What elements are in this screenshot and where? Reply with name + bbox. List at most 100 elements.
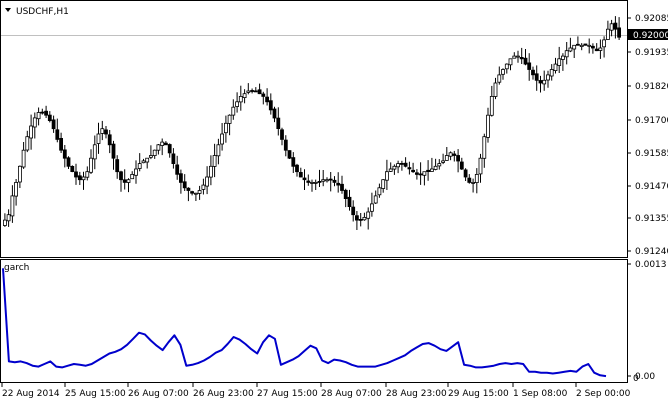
candle xyxy=(366,207,371,230)
candle-body xyxy=(534,73,539,81)
candle-body xyxy=(6,214,11,222)
candle-body xyxy=(310,181,314,184)
time-tick: 27 Aug 15:00 xyxy=(256,383,318,399)
candle xyxy=(444,147,449,161)
candle-body xyxy=(587,44,592,47)
candle-body xyxy=(74,171,78,178)
indicator-axis[interactable]: 0.0013 0.000 xyxy=(627,260,667,384)
candle xyxy=(6,209,11,227)
candle xyxy=(347,189,352,211)
candle-body xyxy=(182,181,187,189)
candle xyxy=(92,135,97,170)
price-pane[interactable]: USDCHF,H1 xyxy=(0,0,628,258)
candle-body xyxy=(542,79,547,85)
candle xyxy=(613,16,618,39)
candle xyxy=(25,130,30,153)
price-tick-label: 0.92085 xyxy=(635,14,668,24)
candle xyxy=(227,114,232,136)
candle-body xyxy=(444,155,449,161)
candle-body xyxy=(280,129,284,140)
candle-body xyxy=(40,111,45,114)
candle-body xyxy=(392,165,397,170)
candle-body xyxy=(313,181,318,184)
candle-body xyxy=(489,96,494,116)
time-tick: 26 Aug 07:00 xyxy=(127,383,189,399)
candle xyxy=(193,192,198,201)
candle-body xyxy=(36,112,41,120)
candle-body xyxy=(549,69,554,77)
candle-body xyxy=(223,122,228,134)
candle-body xyxy=(25,136,30,151)
current-price-tag: 0.92000 xyxy=(628,29,668,41)
candle xyxy=(302,169,307,190)
time-tick-label: 22 Aug 2014 xyxy=(2,389,60,399)
candle-body xyxy=(276,117,281,129)
candle xyxy=(340,175,344,194)
candle xyxy=(572,44,577,58)
candle xyxy=(186,187,191,202)
candle xyxy=(36,107,41,126)
candle-body xyxy=(235,101,240,107)
candle xyxy=(358,213,363,227)
candle xyxy=(373,190,378,204)
candle-body xyxy=(583,43,588,46)
candle-body xyxy=(148,155,153,158)
candle-body xyxy=(70,165,75,172)
price-tick: 0.91935 xyxy=(627,48,668,58)
candle xyxy=(332,176,337,187)
time-axis[interactable]: 22 Aug 2014 25 Aug 15:00 26 Aug 07:00 26… xyxy=(1,383,631,399)
candle xyxy=(433,158,438,171)
indicator-pane[interactable]: garch xyxy=(0,259,628,383)
candle-body xyxy=(306,180,311,183)
candle-body xyxy=(508,58,513,66)
candle xyxy=(354,211,359,230)
candle-body xyxy=(171,153,176,164)
candle-body xyxy=(422,171,427,176)
candle xyxy=(557,46,562,73)
candle xyxy=(583,43,588,46)
candle xyxy=(268,93,273,115)
indicator-zero-label: 0 xyxy=(633,374,639,384)
candle xyxy=(212,143,217,178)
candle-body xyxy=(205,176,210,187)
candle-body xyxy=(609,23,614,31)
candle-body xyxy=(115,159,120,173)
candle xyxy=(369,192,374,217)
pane-collapse-icon[interactable] xyxy=(5,8,11,12)
candle xyxy=(504,63,509,74)
candle-body xyxy=(572,44,577,50)
price-tick-label: 0.91355 xyxy=(635,214,668,224)
candle-body xyxy=(519,57,524,60)
candle-body xyxy=(411,169,416,173)
candle xyxy=(587,38,592,54)
candle xyxy=(14,179,19,206)
candle xyxy=(178,169,183,194)
candle-body xyxy=(156,144,161,151)
indicator-tick-label: 0.0013 xyxy=(635,260,667,270)
candle xyxy=(396,160,401,174)
candle xyxy=(70,165,75,173)
candle xyxy=(437,159,442,170)
candle xyxy=(295,163,299,177)
candle-body xyxy=(497,74,502,83)
candle-body xyxy=(10,195,15,217)
candle xyxy=(407,161,412,175)
candle-body xyxy=(437,163,442,167)
candle xyxy=(489,85,494,117)
candle-body xyxy=(152,149,157,156)
candle-body xyxy=(141,160,146,164)
candle-body xyxy=(257,89,262,95)
candle xyxy=(291,152,296,173)
candle xyxy=(564,42,569,65)
candle-body xyxy=(418,173,423,176)
candle-body xyxy=(231,106,236,116)
candle-body xyxy=(44,110,48,116)
candle xyxy=(107,130,112,154)
candle xyxy=(576,36,580,46)
candle-body xyxy=(351,206,356,216)
